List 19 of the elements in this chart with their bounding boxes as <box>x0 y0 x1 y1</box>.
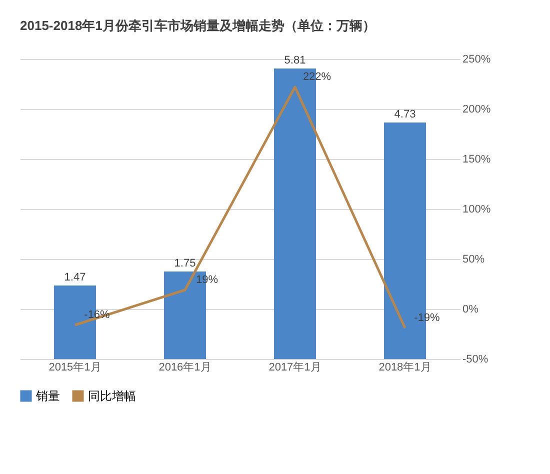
y2-tick-label: 150% <box>462 154 491 166</box>
chart-title: 2015-2018年1月份牵引车市场销量及增幅走势（单位：万辆） <box>20 18 376 33</box>
x-tick-label: 2015年1月 <box>48 362 102 374</box>
data-label: 4.73 <box>394 108 416 120</box>
y2-tick-label: -50% <box>462 354 488 366</box>
y2-tick-label: 250% <box>462 54 491 66</box>
data-label: 1.47 <box>64 272 86 284</box>
y2-tick-label: 50% <box>462 254 485 266</box>
data-label: -16% <box>84 309 110 321</box>
x-tick-label: 2017年1月 <box>268 362 322 374</box>
data-label: 1.75 <box>174 258 196 270</box>
y2-tick-label: 0% <box>462 304 479 316</box>
y2-tick-label: 100% <box>462 204 491 216</box>
data-label: 5.81 <box>284 54 306 66</box>
x-tick-label: 2018年1月 <box>378 362 432 374</box>
x-tick-label: 2016年1月 <box>158 362 212 374</box>
y2-tick-label: 200% <box>462 104 491 116</box>
legend-label: 同比增幅 <box>88 389 136 403</box>
legend-label: 销量 <box>35 389 60 403</box>
